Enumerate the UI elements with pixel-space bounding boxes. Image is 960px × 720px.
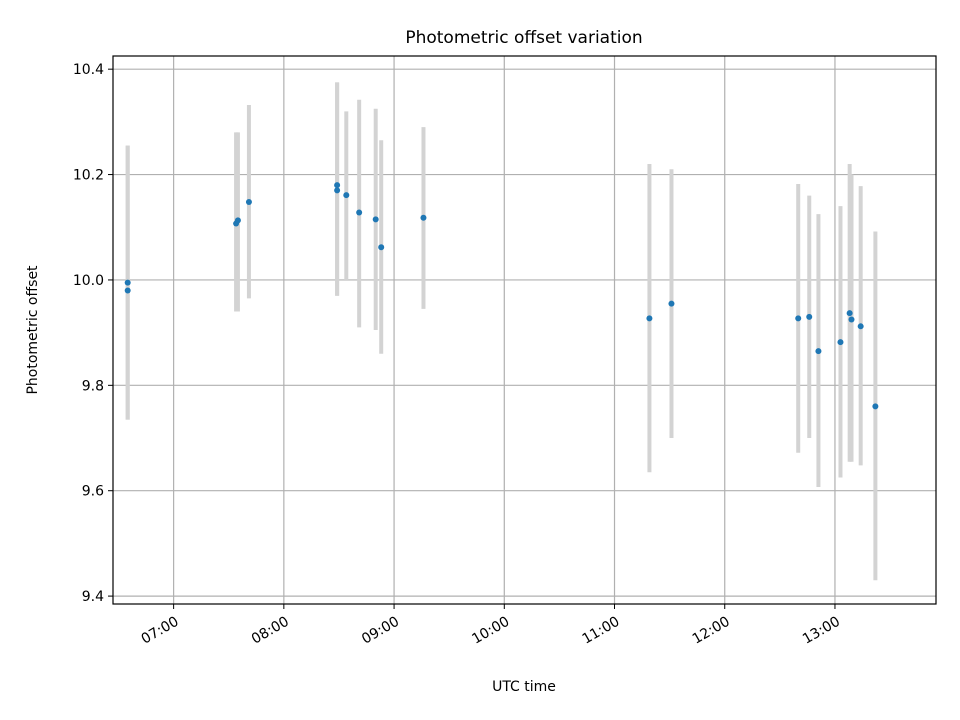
x-axis-label: UTC time [492, 679, 556, 695]
data-point [846, 310, 853, 317]
chart-title: Photometric offset variation [405, 28, 642, 48]
data-point [872, 403, 879, 410]
data-point [356, 209, 363, 216]
x-tick-label: 11:00 [580, 614, 623, 648]
data-point [806, 313, 813, 320]
y-tick-label: 10.2 [73, 168, 104, 184]
x-tick-label: 10:00 [469, 614, 512, 648]
x-tick-label: 08:00 [249, 614, 292, 648]
x-tick-label: 12:00 [690, 614, 733, 648]
data-point [668, 300, 675, 307]
data-point [815, 348, 822, 355]
data-point [234, 217, 241, 224]
data-point [334, 187, 341, 194]
y-tick-label: 10.4 [73, 62, 104, 78]
data-point [124, 287, 131, 294]
x-tick-label: 13:00 [800, 614, 843, 648]
data-point [646, 315, 653, 322]
data-point [848, 316, 855, 323]
x-tick-label: 09:00 [359, 614, 402, 648]
data-point [795, 315, 802, 322]
y-axis-ticks: 9.4 9.6 9.8 10.0 10.2 10.4 [73, 62, 113, 605]
data-point [343, 192, 350, 199]
y-tick-label: 10.0 [73, 273, 104, 289]
y-tick-label: 9.6 [82, 484, 104, 500]
x-axis-ticks: 07:00 08:00 09:00 10:00 11:00 12:00 13:00 [139, 604, 843, 648]
data-point [372, 216, 379, 223]
data-points [124, 182, 879, 410]
x-tick-label: 07:00 [139, 614, 182, 648]
data-point [124, 279, 131, 286]
data-point [420, 214, 427, 221]
data-point [245, 198, 252, 205]
errorbars [125, 82, 878, 581]
data-point [334, 182, 341, 189]
y-tick-label: 9.4 [82, 589, 104, 605]
data-point [378, 244, 385, 251]
y-tick-label: 9.8 [82, 378, 104, 394]
plot-frame [112, 55, 937, 605]
data-point [857, 323, 864, 330]
data-point [837, 339, 844, 346]
y-axis-label: Photometric offset [25, 265, 41, 395]
